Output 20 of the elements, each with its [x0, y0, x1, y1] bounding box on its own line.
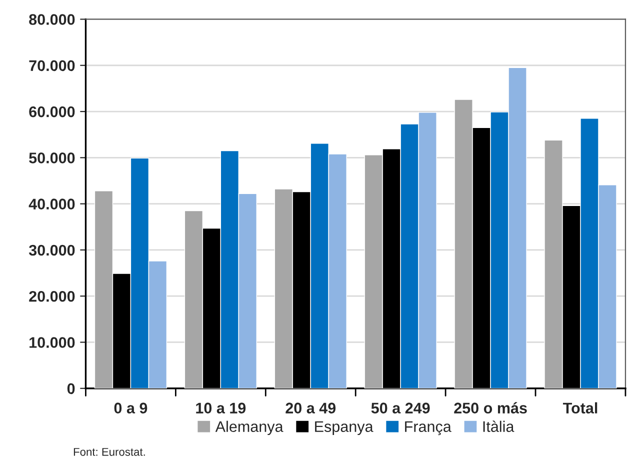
x-tick-label: 250 o más [454, 402, 527, 414]
y-tick-label: 20.000 [29, 290, 75, 302]
y-tick-label: 80.000 [29, 14, 75, 25]
text: Font: Eurostat. [74, 448, 145, 456]
y-tick-label: 60.000 [29, 106, 75, 118]
y-tick-label: 10.000 [30, 337, 75, 348]
y-tick-label: 30.000 [28, 244, 75, 256]
x-tick-label: 50 a 249 [371, 402, 430, 414]
x-tick-label: 0 a 9 [114, 402, 148, 414]
x-tick-label: 10 a 19 [196, 402, 246, 414]
x-tick-label: Total [562, 402, 598, 414]
x-tick-label: 20 a 49 [286, 402, 336, 414]
y-tick-label: 70.000 [29, 60, 75, 72]
legend-label: França [405, 421, 452, 436]
y-tick-label: 0 [67, 383, 75, 394]
legend-label: Alemanya [215, 420, 284, 436]
legend-label: Espanya [315, 421, 374, 436]
legend-label: Itàlia [483, 420, 514, 432]
y-tick-label: 40.000 [28, 198, 75, 210]
y-tick-label: 50.000 [29, 152, 75, 164]
